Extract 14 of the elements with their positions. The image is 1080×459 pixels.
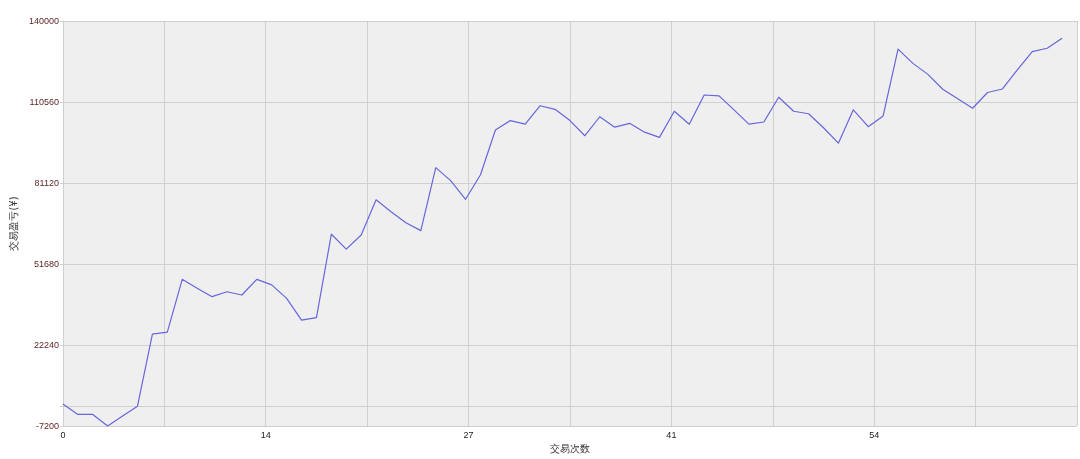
y-tick-label: 22240 [33, 340, 59, 350]
y-tick-label: 140000 [28, 16, 59, 26]
x-tick-label: 14 [260, 429, 271, 440]
x-tick-label: 0 [60, 429, 66, 440]
x-tick-label: 41 [666, 429, 677, 440]
line-series [62, 37, 1063, 427]
x-axis-title: 交易次数 [549, 443, 590, 455]
y-axis-title: 交易盈亏(¥) [7, 196, 19, 251]
y-tick-label: -7200 [35, 421, 59, 431]
x-tick-label: 27 [463, 429, 474, 440]
x-tick-label: 54 [869, 429, 880, 440]
y-tick-label: 51680 [33, 259, 59, 269]
y-tick-label: 81120 [34, 178, 59, 188]
y-tick-label: 110560 [29, 97, 59, 107]
